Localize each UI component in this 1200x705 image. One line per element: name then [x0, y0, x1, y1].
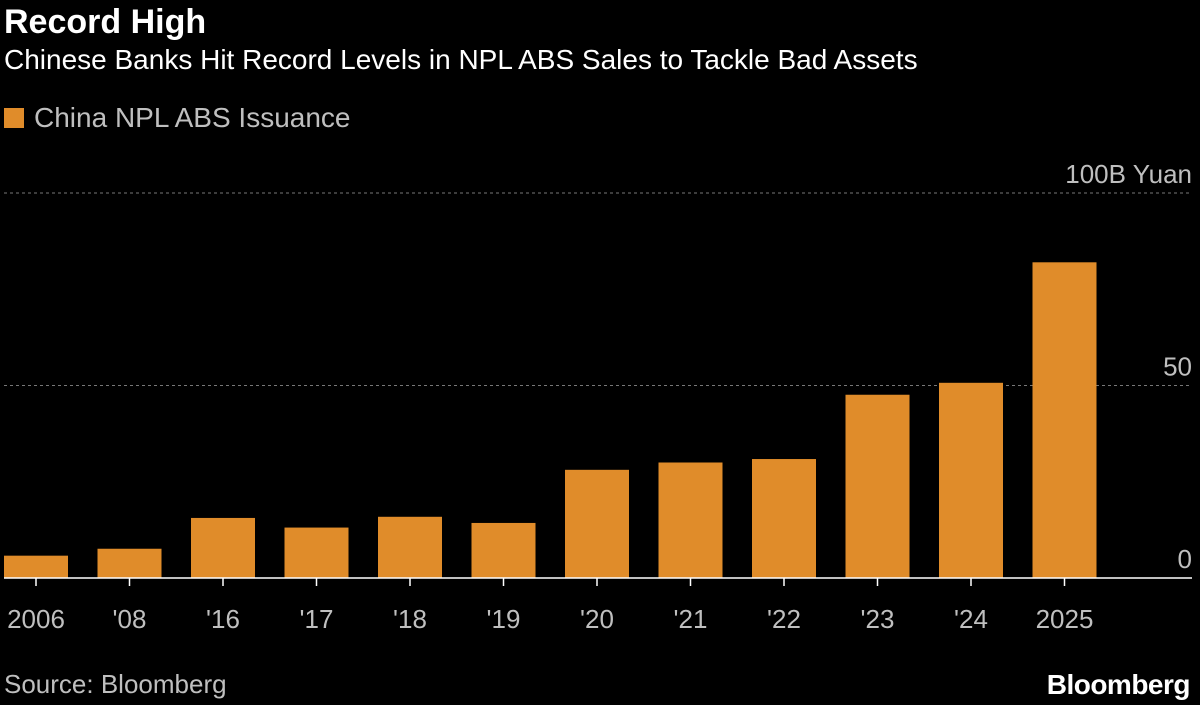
x-tick-label: 2006: [7, 604, 65, 634]
bar: [191, 517, 255, 578]
bar: [4, 555, 68, 578]
legend-label: China NPL ABS Issuance: [34, 102, 351, 133]
x-tick-label: 2025: [1036, 604, 1094, 634]
bar: [1032, 262, 1097, 578]
bar: [378, 516, 442, 578]
y-tick-label: 100B Yuan: [1065, 159, 1192, 189]
source-note: Source: Bloomberg: [4, 669, 227, 699]
legend: China NPL ABS Issuance: [4, 100, 350, 136]
bar: [658, 462, 723, 578]
chart-title: Record High: [4, 3, 207, 41]
legend-swatch: [4, 108, 24, 128]
bar: [752, 459, 816, 578]
x-tick-label: '24: [954, 604, 988, 634]
chart-subtitle: Chinese Banks Hit Record Levels in NPL A…: [4, 44, 918, 75]
bar: [939, 382, 1003, 578]
x-tick-label: '22: [767, 604, 801, 634]
x-tick-label: '17: [300, 604, 334, 634]
y-tick-label: 0: [1178, 544, 1192, 574]
bar: [845, 394, 910, 578]
x-tick-label: '18: [393, 604, 427, 634]
x-tick-label: '08: [113, 604, 147, 634]
x-tick-label: '23: [861, 604, 895, 634]
bar: [471, 522, 536, 578]
x-tick-label: '20: [580, 604, 614, 634]
x-tick-label: '16: [206, 604, 240, 634]
bloomberg-logo: Bloomberg: [1046, 669, 1191, 700]
bar: [565, 469, 629, 578]
bar: [97, 548, 162, 578]
y-tick-label: 50: [1163, 352, 1192, 382]
bar: [284, 527, 349, 578]
x-tick-label: '21: [674, 604, 708, 634]
x-tick-label: '19: [487, 604, 521, 634]
